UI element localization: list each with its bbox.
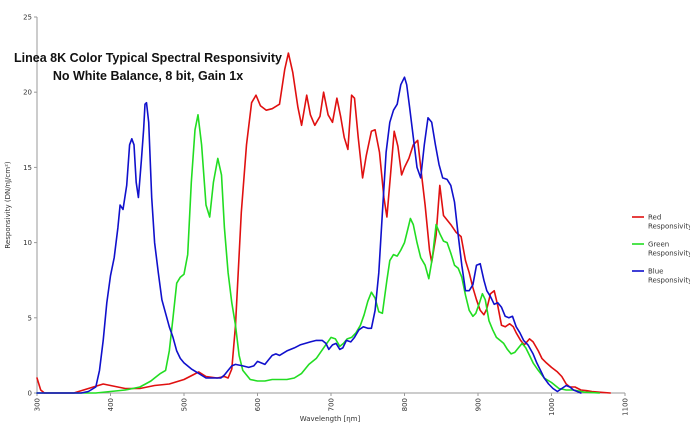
x-axis-ticks: 300 400 500 600 700 800 900 1000 1100 [34,393,630,416]
x-tick-label: 1100 [622,398,630,416]
legend-label: Green Responsivity [648,241,690,258]
x-tick-label: 300 [34,398,42,411]
legend: Red Responsivity Green Responsivity Blue Resp… [632,214,690,285]
y-tick-label: 15 [23,164,32,172]
series-lines [36,52,612,394]
series-line-2 [36,114,601,394]
x-tick-label: 500 [181,398,189,411]
series-line-3 [36,76,582,394]
y-tick-label: 0 [28,390,32,398]
x-tick-label: 700 [328,398,336,411]
legend-label: Red Responsivity [648,214,690,231]
plot-background [37,17,625,393]
x-tick-label: 600 [254,398,262,411]
x-tick-label: 900 [475,398,483,411]
chart-title: Linea 8K Color Typical Spectral Responsi… [14,51,282,65]
legend-label: Blue Responsivity [648,268,690,285]
x-tick-label: 1000 [548,398,556,416]
x-tick-label: 800 [401,398,409,411]
series-line-1 [36,52,612,394]
x-axis-title: Wavelength [ηm] [300,415,361,423]
x-tick-label: 400 [107,398,115,411]
chart-subtitle: No White Balance, 8 bit, Gain 1x [53,69,243,83]
y-axis-title: Responsivity (DN/nJ/cm²) [4,161,12,249]
y-tick-label: 5 [28,314,32,322]
y-tick-label: 20 [23,89,32,97]
plot-area [36,17,625,394]
y-tick-label: 25 [23,14,32,22]
y-tick-label: 10 [23,239,32,247]
y-axis-ticks: 0 5 10 15 20 25 [23,14,37,398]
